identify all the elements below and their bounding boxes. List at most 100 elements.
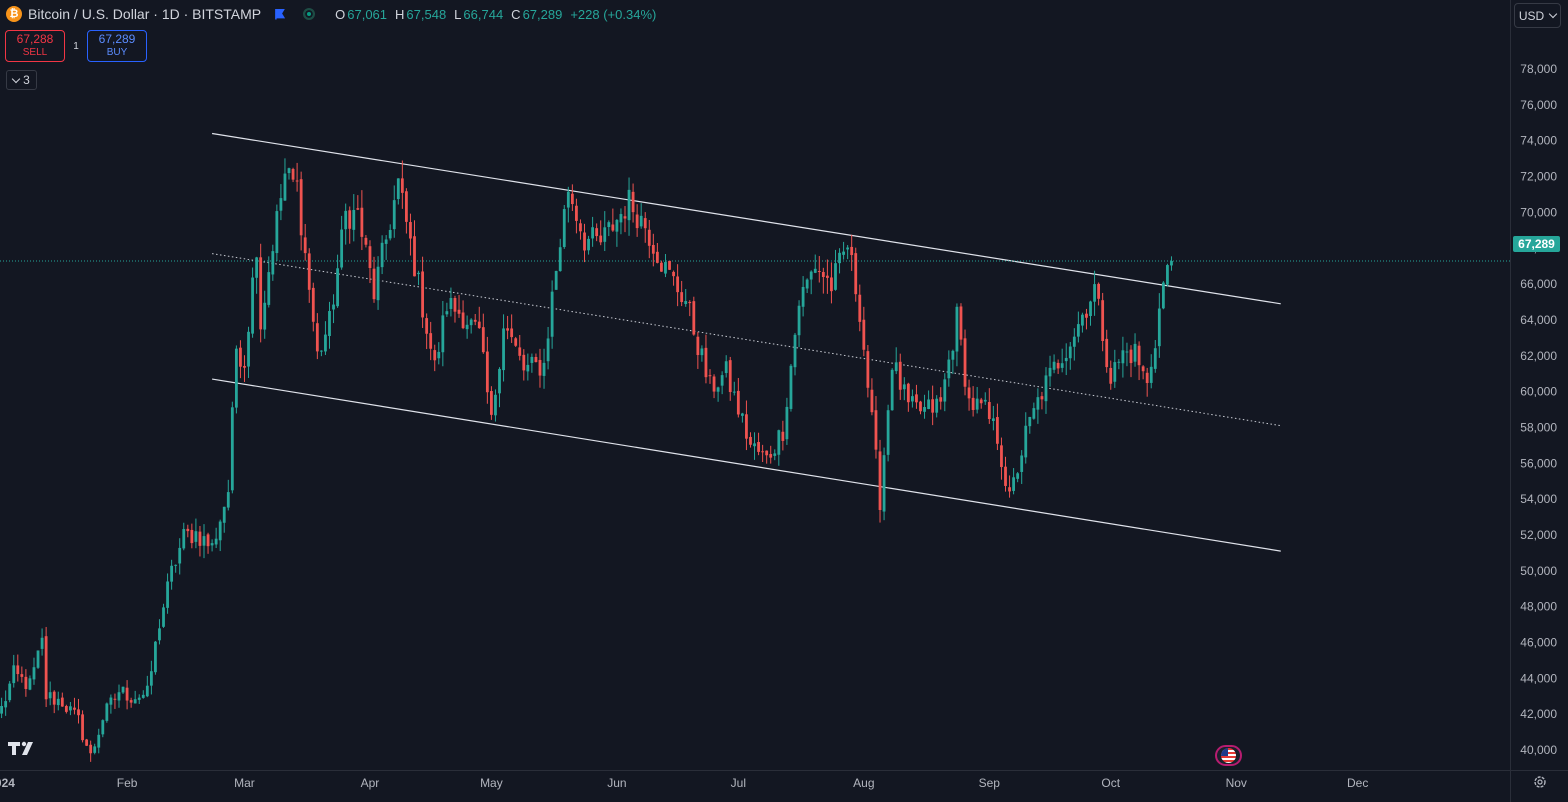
ohlc-low-key: L: [454, 6, 462, 22]
candle-body: [20, 674, 24, 677]
candle: [64, 704, 68, 714]
sell-button[interactable]: 67,288 SELL: [5, 30, 65, 62]
currency-select[interactable]: USD: [1514, 3, 1561, 28]
candle: [805, 278, 809, 294]
channel-mid-trendline[interactable]: [212, 253, 1281, 427]
market-status-icon[interactable]: [303, 8, 316, 20]
candle-body: [101, 720, 105, 735]
candle-body: [740, 413, 744, 416]
buy-button[interactable]: 67,289 BUY: [87, 30, 147, 62]
price-tick-label: 58,000: [1520, 420, 1557, 434]
price-tick-label: 64,000: [1520, 313, 1557, 327]
flag-icon[interactable]: [275, 8, 286, 20]
candle-body: [243, 365, 246, 368]
candle-body: [757, 441, 760, 452]
buy-label: BUY: [106, 47, 128, 58]
candle-body: [1170, 260, 1173, 266]
price-tick-label: 74,000: [1520, 134, 1557, 148]
candle: [1040, 391, 1044, 410]
candle-body: [894, 362, 898, 372]
candle-body: [340, 229, 344, 268]
candle-body: [898, 361, 902, 390]
candle: [113, 693, 117, 709]
time-tick-label: 2024: [0, 776, 15, 790]
candle: [263, 290, 267, 339]
candle-body: [506, 328, 509, 331]
candle-body: [526, 364, 530, 372]
candle: [619, 208, 623, 235]
candle-body: [73, 707, 76, 710]
candle: [481, 313, 485, 354]
candle: [1145, 367, 1149, 397]
candle: [56, 691, 60, 711]
candle-body: [8, 683, 12, 701]
economic-events-icon[interactable]: [1215, 745, 1242, 766]
candle-body: [1020, 455, 1024, 472]
candle-body: [465, 324, 469, 330]
candle: [1048, 355, 1052, 387]
candle-body: [643, 218, 647, 229]
candle: [1117, 359, 1121, 370]
candle-body: [97, 734, 101, 748]
candle: [319, 350, 323, 357]
candle-body: [862, 319, 866, 350]
candle: [97, 728, 101, 754]
candle-body: [1016, 473, 1020, 479]
candle: [720, 371, 724, 395]
symbol-title[interactable]: Bitcoin / U.S. Dollar · 1D · BITSTAMP: [28, 6, 262, 22]
candle: [52, 690, 56, 714]
candle-body: [170, 565, 174, 582]
candle: [413, 220, 416, 277]
tradingview-logo[interactable]: [8, 740, 40, 756]
candle-body: [623, 216, 627, 219]
indicators-toggle-button[interactable]: 3: [6, 70, 37, 90]
price-tick-label: 76,000: [1520, 98, 1557, 112]
candle-body: [287, 168, 291, 174]
candle-body: [546, 338, 550, 362]
candle: [332, 294, 335, 324]
candle-body: [291, 169, 295, 180]
candle-body: [449, 297, 453, 309]
candle: [117, 684, 121, 708]
candle-body: [1000, 445, 1003, 468]
candle: [251, 267, 254, 338]
candle-body: [1097, 283, 1101, 299]
candle: [206, 532, 210, 554]
candle-body: [1141, 366, 1145, 372]
candle: [145, 675, 149, 698]
candle-body: [749, 436, 752, 445]
candle-body: [113, 698, 117, 700]
buy-price: 67,289: [98, 32, 136, 46]
candle: [1153, 339, 1157, 373]
candle: [1161, 281, 1165, 310]
candle-body: [283, 173, 287, 201]
candle: [230, 401, 234, 494]
candle-body: [627, 189, 631, 221]
time-tick-label: Feb: [117, 776, 138, 790]
candle-body: [672, 271, 675, 277]
candle: [222, 506, 226, 533]
channel-lower-trendline[interactable]: [212, 378, 1281, 552]
candle-body: [817, 270, 821, 272]
ohlc-change: +228 (+0.34%): [570, 6, 657, 22]
candle: [672, 270, 675, 286]
candle: [437, 342, 441, 365]
gear-icon[interactable]: [1529, 771, 1551, 793]
candle-body: [356, 208, 360, 210]
candle-body: [230, 407, 234, 491]
candle-body: [360, 207, 364, 237]
candle-body: [453, 298, 457, 312]
candle: [1141, 365, 1145, 380]
candle-body: [206, 534, 210, 547]
candle-body: [534, 356, 538, 363]
candle-body: [1089, 301, 1092, 317]
channel-upper-trendline[interactable]: [212, 132, 1281, 305]
candle-body: [1036, 397, 1040, 410]
candle-body: [380, 242, 384, 268]
symbol-legend: ₿ Bitcoin / U.S. Dollar · 1D · BITSTAMP …: [6, 4, 662, 24]
candle-body: [1166, 265, 1169, 285]
candle-body: [56, 698, 60, 706]
candle: [518, 334, 522, 361]
candle: [328, 301, 331, 349]
